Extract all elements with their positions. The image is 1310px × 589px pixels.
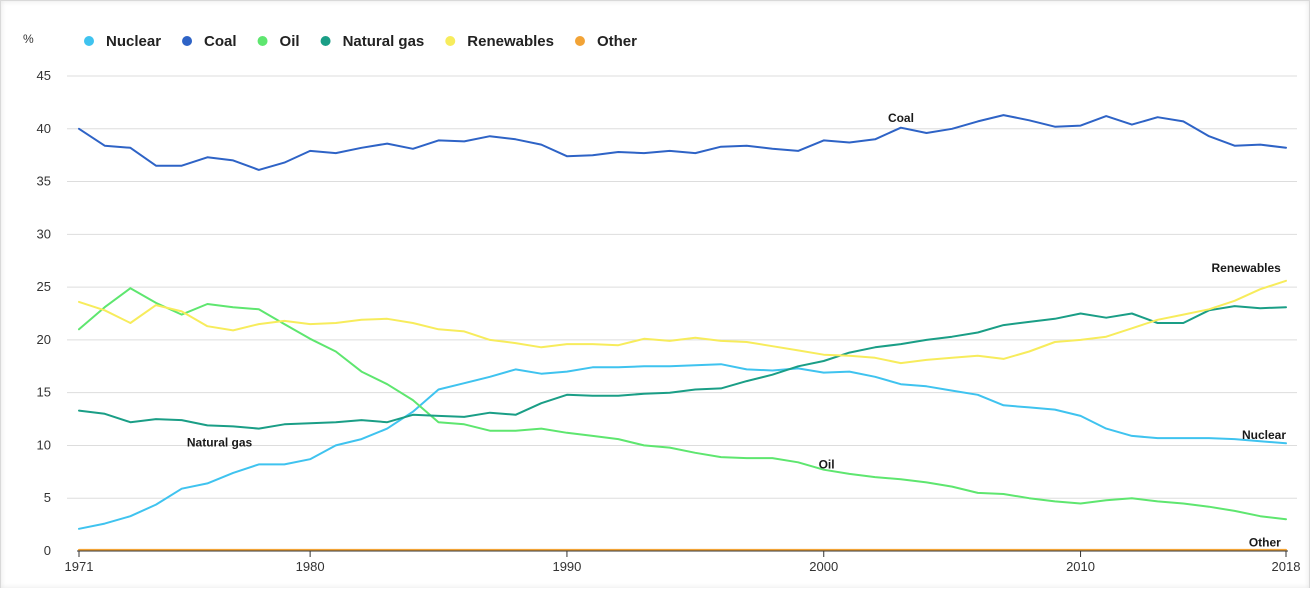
annotation-natural-gas: Natural gas xyxy=(187,435,253,449)
x-tick-label: 2018 xyxy=(1272,559,1301,574)
series-line-coal xyxy=(78,114,1287,171)
annotation-nuclear: Nuclear xyxy=(1242,428,1286,442)
legend-label: Coal xyxy=(204,33,237,50)
legend-item-other: Other xyxy=(574,33,637,50)
y-axis-label: % xyxy=(23,32,34,46)
y-tick-label: 40 xyxy=(37,121,51,136)
legend-item-oil: Oil xyxy=(257,33,300,50)
legend-label: Renewables xyxy=(467,33,554,50)
annotation-other: Other xyxy=(1249,536,1281,550)
annotations: Coal Renewables Natural gas Nuclear Oil Other xyxy=(187,111,1286,549)
legend-label: Other xyxy=(597,33,637,50)
y-tick-label: 30 xyxy=(37,226,51,241)
x-tick-label: 2010 xyxy=(1066,559,1095,574)
legend-marker xyxy=(320,36,331,46)
annotation-coal: Coal xyxy=(888,111,914,125)
x-tick-label: 1990 xyxy=(552,559,581,574)
y-tick-label: 25 xyxy=(37,279,51,294)
y-tick-label: 45 xyxy=(37,68,51,83)
legend-marker xyxy=(574,36,585,46)
legend-marker xyxy=(257,36,268,46)
legend: Nuclear Coal Oil Natural gas Renewables Other xyxy=(84,33,637,50)
gridlines xyxy=(67,75,1297,499)
x-tick-label: 1980 xyxy=(296,559,325,574)
y-tick-label: 15 xyxy=(37,385,51,400)
legend-label: Natural gas xyxy=(343,33,425,50)
legend-item-natural-gas: Natural gas xyxy=(320,33,425,50)
y-axis-ticks: 0 5 10 15 20 25 30 35 40 45 xyxy=(37,68,51,558)
series-line-natural-gas xyxy=(78,305,1287,430)
x-axis-ticks: 1971 1980 1990 2000 2010 2018 xyxy=(65,551,1301,574)
series-line-oil xyxy=(78,287,1287,521)
y-tick-label: 0 xyxy=(44,543,51,558)
series-lines xyxy=(78,114,1287,551)
y-tick-label: 35 xyxy=(37,174,51,189)
annotation-renewables: Renewables xyxy=(1211,261,1281,275)
series-line-nuclear xyxy=(78,363,1287,530)
legend-label: Oil xyxy=(280,33,300,50)
series-line-renewables xyxy=(78,279,1287,365)
y-tick-label: 10 xyxy=(37,437,51,452)
legend-item-renewables: Renewables xyxy=(445,33,554,50)
y-tick-label: 5 xyxy=(44,490,51,505)
annotation-oil: Oil xyxy=(819,457,835,471)
legend-marker xyxy=(84,36,94,46)
legend-label: Nuclear xyxy=(106,33,161,50)
x-tick-label: 1971 xyxy=(65,559,94,574)
legend-item-nuclear: Nuclear xyxy=(84,33,161,50)
x-tick-label: 2000 xyxy=(809,559,838,574)
y-tick-label: 20 xyxy=(37,332,51,347)
legend-item-coal: Coal xyxy=(182,33,237,50)
legend-marker xyxy=(445,36,456,46)
legend-marker xyxy=(182,36,193,46)
